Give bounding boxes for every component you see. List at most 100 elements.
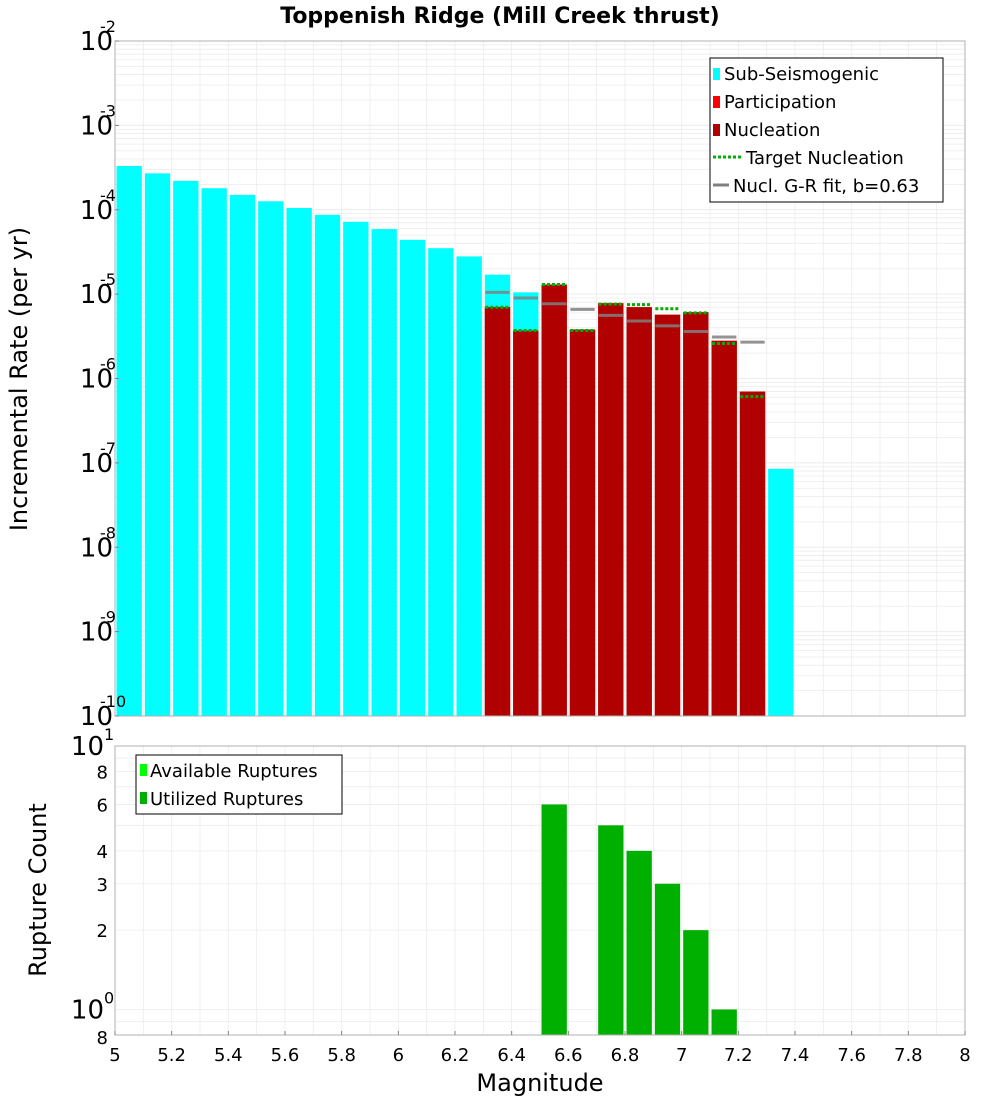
sub-seismogenic-bar (371, 229, 397, 717)
sub-seismogenic-bar (116, 166, 142, 717)
bottom-y-tick-label: 8 (97, 1028, 108, 1049)
sub-seismogenic-bar (201, 188, 227, 717)
legend-swatch-nucleation (713, 124, 720, 136)
sub-seismogenic-bar (343, 221, 369, 716)
legend-label-available-ruptures: Available Ruptures (150, 761, 318, 782)
top-y-tick-base: 10 (80, 111, 113, 141)
x-tick-label: 5.2 (157, 1045, 186, 1066)
legend-label-nucleation: Nucleation (724, 120, 820, 141)
x-tick-label: 6.4 (497, 1045, 526, 1066)
x-tick-label: 5.6 (271, 1045, 300, 1066)
bottom-plot-frame (114, 745, 966, 1036)
top-y-tick-base: 10 (80, 280, 113, 310)
x-tick-label: 7.2 (724, 1045, 753, 1066)
legend-label-participation: Participation (724, 92, 836, 113)
x-tick-label: 6.6 (554, 1045, 583, 1066)
legend-swatch-utilized-ruptures (140, 792, 147, 804)
top-bars (116, 166, 794, 717)
nucleation-bar (598, 303, 624, 716)
top-y-tick-exponent: -3 (100, 101, 116, 120)
sub-seismogenic-bar (286, 207, 312, 716)
bottom-y-axis-label: Rupture Count (24, 803, 52, 977)
sub-seismogenic-bar (428, 248, 454, 717)
sub-seismogenic-bar (144, 173, 171, 716)
sub-seismogenic-bar (399, 239, 426, 716)
top-y-tick-base: 10 (80, 27, 113, 57)
x-tick-label: 5.4 (214, 1045, 243, 1066)
nucleation-bar (683, 312, 709, 716)
x-tick-label: 7.8 (894, 1045, 923, 1066)
top-y-axis-label: Incremental Rate (per yr) (5, 227, 33, 531)
x-ticks: 5 5.2 5.4 5.6 5.8 6 6.2 6.4 6.6 6.8 7 7.2 7.4 7.6 7.8 8 (109, 1031, 971, 1066)
x-tick-label: 7 (676, 1045, 687, 1066)
x-tick-label: 8 (959, 1045, 970, 1066)
top-y-tick-exponent: -6 (100, 355, 116, 374)
bottom-bars (541, 804, 737, 1035)
utilized-ruptures-bar (626, 850, 652, 1035)
legend-label-target-nucleation: Target Nucleation (745, 148, 904, 169)
sub-seismogenic-bar (229, 194, 256, 716)
nucleation-bar (711, 340, 737, 716)
top-legend: Sub-Seismogenic Participation Nucleation… (709, 57, 944, 203)
top-y-tick-exponent: -4 (100, 186, 116, 205)
x-axis-label: Magnitude (476, 1069, 603, 1097)
top-y-tick-exponent: -5 (100, 270, 116, 289)
utilized-ruptures-bar (683, 930, 709, 1035)
top-y-tick-base: 10 (80, 533, 113, 563)
top-y-tick-exponent: -2 (100, 17, 116, 36)
bottom-y-tick-label: 3 (97, 875, 108, 896)
sub-seismogenic-bar (768, 468, 794, 716)
top-legend-box (709, 57, 944, 203)
utilized-ruptures-bar (654, 883, 681, 1035)
sub-seismogenic-bar (173, 180, 199, 716)
bottom-y-tick-label: 8 (97, 763, 108, 784)
nucleation-bar (513, 330, 539, 716)
legend-swatch-participation (713, 96, 720, 108)
legend-label-utilized-ruptures: Utilized Ruptures (150, 789, 303, 810)
top-y-tick-base: 10 (80, 618, 113, 648)
utilized-ruptures-bar (711, 1009, 737, 1035)
x-tick-label: 7.6 (837, 1045, 866, 1066)
nucleation-bar (484, 307, 511, 716)
sub-seismogenic-bar (258, 201, 284, 716)
top-lines (485, 283, 765, 399)
bottom-y-decade-exponent: 0 (104, 988, 114, 1007)
sub-seismogenic-bar (314, 214, 341, 716)
top-y-tick-base: 10 (80, 196, 113, 226)
legend-label-gr-fit: Nucl. G-R fit, b=0.63 (733, 176, 919, 197)
x-tick-label: 5 (109, 1045, 120, 1066)
bottom-y-tick-label: 2 (97, 921, 108, 942)
nucleation-bar (739, 391, 766, 716)
utilized-ruptures-bar (541, 804, 567, 1035)
bottom-y-tick-label: 6 (97, 795, 108, 816)
x-tick-label: 7.4 (781, 1045, 810, 1066)
utilized-ruptures-bar (598, 825, 624, 1035)
bottom-legend: Available Ruptures Utilized Ruptures (135, 754, 343, 815)
bottom-y-decade-base: 10 (71, 732, 104, 762)
nucleation-bar (654, 314, 681, 716)
top-y-tick-exponent: -9 (100, 608, 116, 627)
chart-title: Toppenish Ridge (Mill Creek thrust) (280, 4, 720, 29)
legend-label-sub-seismogenic: Sub-Seismogenic (724, 64, 879, 85)
x-tick-label: 6.8 (611, 1045, 640, 1066)
bottom-y-decade-exponent: 1 (104, 725, 114, 744)
sub-seismogenic-bar (456, 256, 482, 716)
nucleation-bar (541, 284, 567, 716)
top-y-tick-base: 10 (80, 702, 113, 732)
legend-swatch-sub-seismogenic (713, 68, 720, 80)
top-y-tick-exponent: -7 (100, 439, 116, 458)
top-y-tick-exponent: -10 (100, 692, 126, 711)
x-tick-label: 6.2 (441, 1045, 470, 1066)
bottom-y-tick-label: 4 (97, 842, 108, 863)
top-y-tick-base: 10 (80, 365, 113, 395)
nucleation-bar (569, 329, 596, 716)
top-y-tick-base: 10 (80, 449, 113, 479)
top-y-tick-exponent: -8 (100, 523, 116, 542)
legend-swatch-available-ruptures (140, 764, 147, 776)
x-tick-label: 5.8 (327, 1045, 356, 1066)
x-tick-label: 6 (393, 1045, 404, 1066)
bottom-legend-box (135, 754, 343, 815)
